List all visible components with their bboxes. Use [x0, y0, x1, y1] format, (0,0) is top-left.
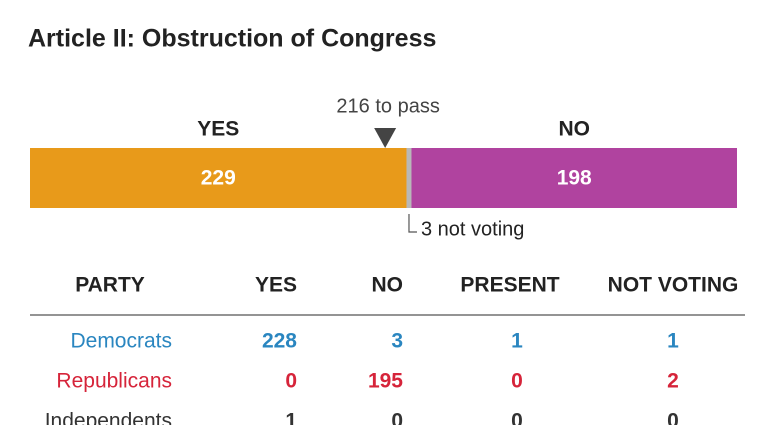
column-header: NO [372, 274, 404, 297]
vote-count: 0 [391, 410, 403, 425]
vote-count: 3 [391, 330, 403, 353]
data-label: 229 [201, 167, 236, 190]
series-label: NO [558, 118, 590, 141]
vote-count: 1 [667, 330, 679, 353]
vote-count: 195 [368, 370, 403, 393]
party-name: Independents [45, 410, 172, 425]
bar-segment [406, 148, 412, 208]
column-header: PRESENT [460, 274, 559, 297]
vote-count: 0 [511, 370, 523, 393]
vote-count: 0 [667, 410, 679, 425]
threshold-label: 216 to pass [336, 95, 439, 117]
vote-count: 0 [285, 370, 297, 393]
threshold-marker [374, 128, 397, 148]
vote-count: 228 [262, 330, 297, 353]
vote-count: 0 [511, 410, 523, 425]
data-label: 198 [557, 167, 592, 190]
party-name: Democrats [70, 330, 172, 353]
annotation-bracket [408, 214, 417, 233]
party-name: Republicans [56, 370, 172, 393]
annotation: 3 not voting [421, 218, 524, 240]
bar-segment [411, 148, 737, 208]
vote-count: 1 [511, 330, 523, 353]
column-header: YES [255, 274, 297, 297]
bar-segment [30, 148, 407, 208]
column-header: PARTY [75, 274, 145, 297]
vote-count: 2 [667, 370, 679, 393]
column-header: NOT VOTING [608, 274, 739, 297]
chart-title: Article II: Obstruction of Congress [28, 25, 436, 53]
vote-count: 1 [285, 410, 297, 425]
series-label: YES [197, 118, 239, 141]
